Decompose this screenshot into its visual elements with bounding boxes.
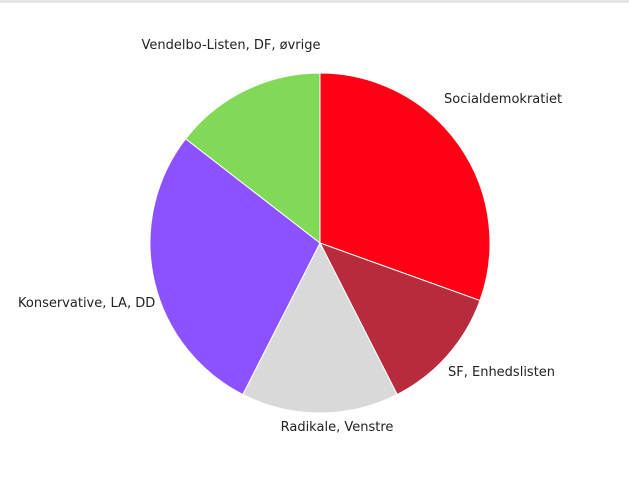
slice-label-2: SF, Enhedslisten	[448, 365, 555, 380]
slice-label-4: Konservative, LA, DD	[18, 296, 155, 311]
slice-label-3: Radikale, Venstre	[281, 420, 394, 435]
slice-label-5: Vendelbo-Listen, DF, øvrige	[142, 38, 321, 53]
slice-label-1: Socialdemokratiet	[444, 92, 562, 107]
pie-slices	[150, 73, 490, 413]
